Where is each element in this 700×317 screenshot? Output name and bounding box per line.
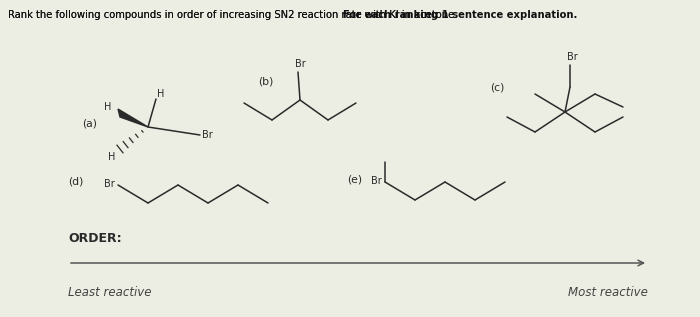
Text: Most reactive: Most reactive	[568, 286, 648, 299]
Text: (b): (b)	[258, 77, 274, 87]
Text: (c): (c)	[490, 82, 505, 92]
Text: (e): (e)	[347, 175, 362, 185]
Text: H: H	[108, 152, 116, 162]
Text: For each ranking 1 sentence explanation.: For each ranking 1 sentence explanation.	[343, 10, 578, 20]
Text: Br: Br	[567, 52, 577, 62]
Text: Rank the following compounds in order of increasing SN2 reaction rate with KI in: Rank the following compounds in order of…	[8, 10, 461, 20]
Text: Least reactive: Least reactive	[68, 286, 151, 299]
Polygon shape	[118, 109, 148, 127]
Text: (d): (d)	[68, 177, 83, 187]
Text: Rank the following compounds in order of increasing SN2 reaction rate with KI in: Rank the following compounds in order of…	[8, 10, 461, 20]
Text: Br: Br	[202, 130, 213, 140]
Text: Rank the following compounds in order of increasing SN2 reaction rate with KI in: Rank the following compounds in order of…	[8, 10, 668, 20]
Text: ORDER:: ORDER:	[68, 231, 122, 244]
Text: Br: Br	[371, 176, 382, 186]
Text: Br: Br	[104, 179, 115, 189]
Text: H: H	[104, 102, 111, 112]
Text: Br: Br	[295, 59, 306, 69]
Text: H: H	[157, 89, 164, 99]
Text: (a): (a)	[82, 119, 97, 129]
